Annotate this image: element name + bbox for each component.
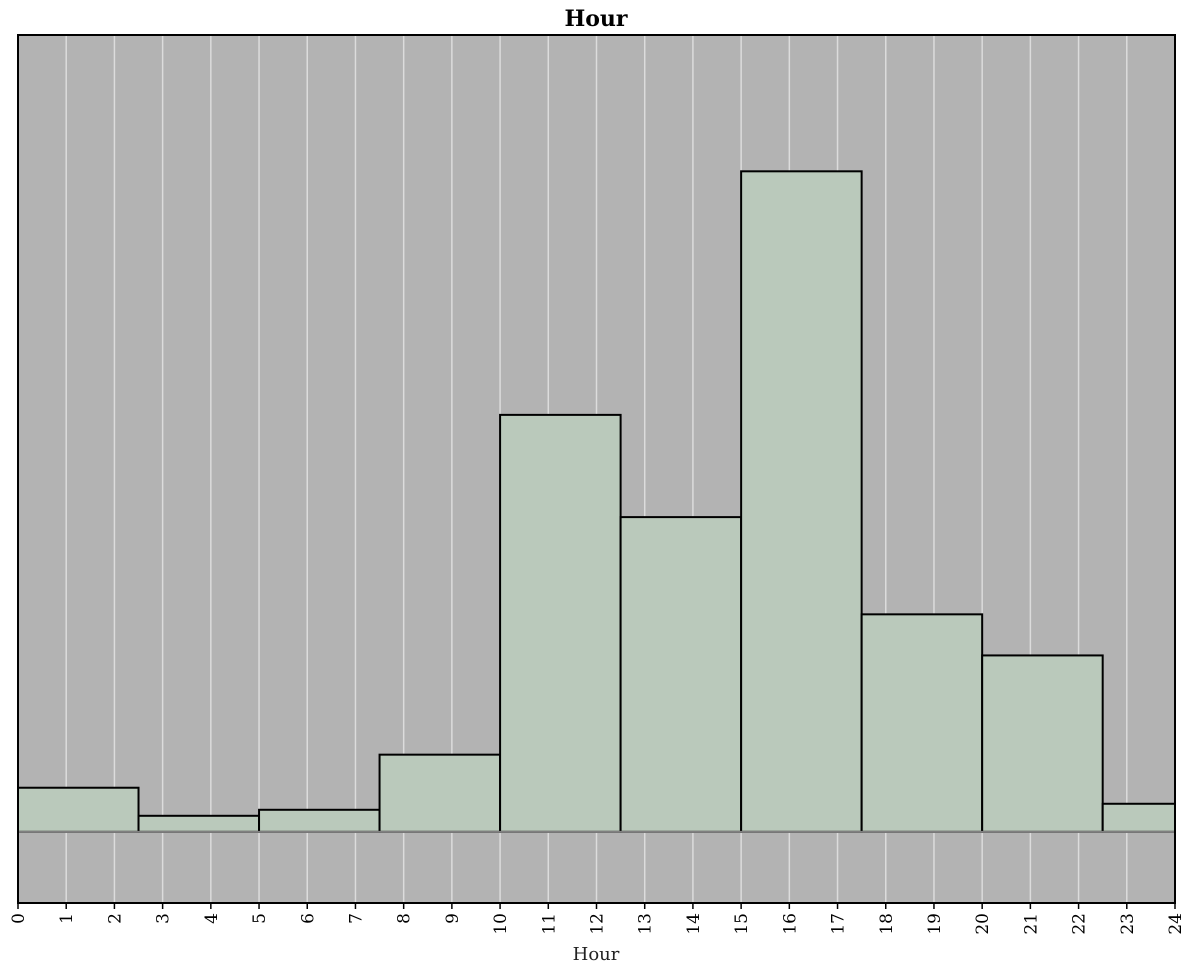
histogram-bar bbox=[378, 753, 502, 833]
x-tick-label: 7 bbox=[346, 913, 366, 924]
histogram-bar bbox=[17, 786, 140, 833]
histogram-bar bbox=[499, 413, 622, 833]
histogram-bar bbox=[860, 613, 984, 833]
histogram-bar bbox=[740, 170, 863, 833]
x-tick-label: 9 bbox=[443, 913, 463, 924]
x-tick-label: 12 bbox=[588, 913, 608, 935]
x-tick-label: 17 bbox=[829, 913, 849, 935]
x-tick-label: 21 bbox=[1021, 913, 1041, 935]
x-tick-label: 0 bbox=[9, 913, 29, 924]
histogram-bar bbox=[137, 814, 261, 833]
x-tick-label: 4 bbox=[202, 913, 222, 924]
x-tick-label: 22 bbox=[1070, 913, 1090, 935]
x-axis-label: Hour bbox=[573, 944, 620, 965]
x-tick-label: 8 bbox=[395, 913, 415, 924]
x-tick-label: 13 bbox=[636, 913, 656, 935]
x-tick-label: 11 bbox=[539, 913, 559, 935]
x-tick-label: 6 bbox=[298, 913, 318, 924]
x-tick-label: 1 bbox=[57, 913, 77, 924]
histogram-bar bbox=[981, 654, 1104, 833]
chart-title: Hour bbox=[564, 6, 627, 32]
x-tick-label: 18 bbox=[877, 913, 897, 935]
x-tick-label: 23 bbox=[1118, 913, 1138, 935]
x-tick-label: 14 bbox=[684, 913, 704, 935]
x-tick-label: 15 bbox=[732, 913, 752, 935]
bars bbox=[17, 170, 1176, 833]
x-tick-label: 10 bbox=[491, 913, 511, 935]
histogram-bar bbox=[258, 808, 381, 833]
x-tick-label: 19 bbox=[925, 913, 945, 935]
x-tick-label: 16 bbox=[780, 913, 800, 935]
x-tick-label: 2 bbox=[105, 913, 125, 924]
x-tick-label: 5 bbox=[250, 913, 270, 924]
x-axis-ticks: 0 1 2 3 4 5 6 7 8 9 10 11 12 13 14 15 16 17 18 19 20 21 22 23 24 bbox=[9, 903, 1186, 935]
x-tick-label: 20 bbox=[973, 913, 993, 935]
histogram-bar bbox=[619, 516, 743, 833]
x-tick-label: 24 bbox=[1166, 913, 1186, 935]
x-tick-label: 3 bbox=[154, 913, 174, 924]
histogram-bar bbox=[1101, 802, 1176, 833]
